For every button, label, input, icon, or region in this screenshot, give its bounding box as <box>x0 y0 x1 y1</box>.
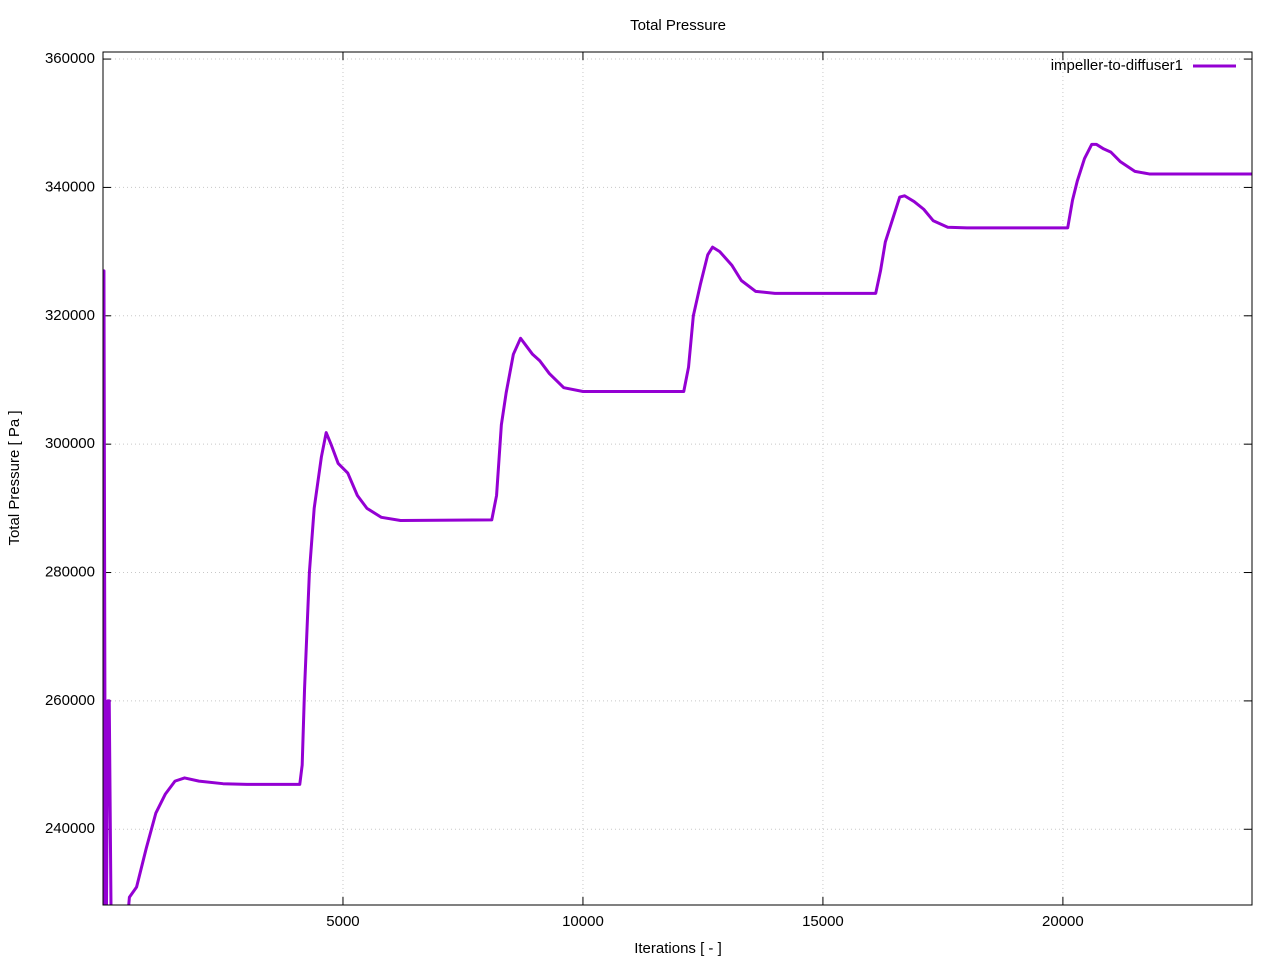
y-tick-label: 240000 <box>45 820 95 837</box>
x-tick-label: 20000 <box>1042 913 1084 930</box>
x-tick-label: 15000 <box>802 913 844 930</box>
data-line <box>103 142 1252 905</box>
y-tick-label: 320000 <box>45 307 95 324</box>
x-tick-label: 5000 <box>326 913 359 930</box>
y-tick-label: 360000 <box>45 50 95 67</box>
x-tick-label: 10000 <box>562 913 604 930</box>
y-tick-label: 340000 <box>45 178 95 195</box>
plot-frame <box>102 51 1253 906</box>
chart-title: Total Pressure <box>630 17 726 34</box>
y-tick-label: 300000 <box>45 435 95 452</box>
x-axis-label: Iterations [ - ] <box>634 940 722 957</box>
y-tick-label: 260000 <box>45 692 95 709</box>
y-axis-label: Total Pressure [ Pa ] <box>6 410 23 545</box>
y-tick-label: 280000 <box>45 563 95 580</box>
legend-label: impeller-to-diffuser1 <box>1051 57 1183 74</box>
